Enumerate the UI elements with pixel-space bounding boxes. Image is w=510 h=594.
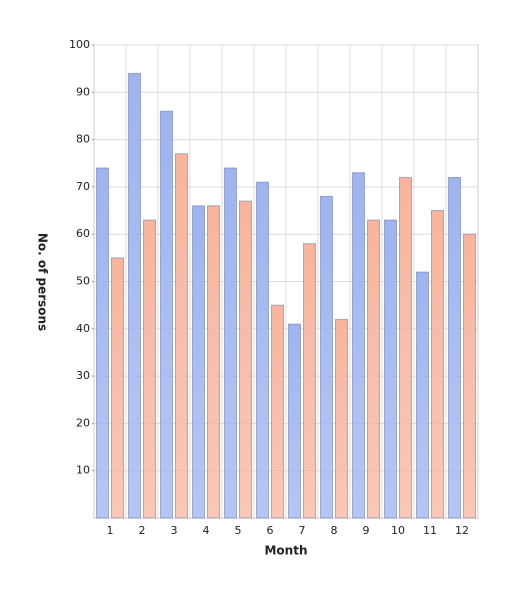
y-tick-label: 90 (76, 85, 90, 98)
y-tick-label: 40 (76, 322, 90, 335)
bar (128, 72, 141, 519)
bar (431, 210, 444, 519)
y-tick-label: 20 (76, 416, 90, 429)
x-tick-label: 7 (299, 524, 306, 537)
bar (207, 205, 220, 519)
x-tick-label: 3 (171, 524, 178, 537)
x-tick-label: 11 (423, 524, 437, 537)
x-tick-label: 12 (455, 524, 469, 537)
bar (463, 233, 476, 519)
y-tick-label: 80 (76, 133, 90, 146)
x-axis-title: Month (264, 544, 307, 558)
bar (160, 110, 173, 519)
x-tick-label: 1 (107, 524, 114, 537)
bar (320, 195, 333, 519)
y-tick-label: 50 (76, 275, 90, 288)
y-axis-title: No. of persons (36, 233, 50, 331)
y-tick-label: 30 (76, 369, 90, 382)
bar (175, 153, 188, 519)
bar (352, 172, 365, 519)
bar (239, 200, 252, 519)
bar (143, 219, 156, 519)
x-tick-label: 9 (363, 524, 370, 537)
bar (416, 271, 429, 519)
bar (384, 219, 397, 519)
x-tick-label: 8 (331, 524, 338, 537)
y-tick-label: 70 (76, 180, 90, 193)
bar (192, 205, 205, 519)
bar (367, 219, 380, 519)
x-tick-label: 10 (391, 524, 405, 537)
bar (111, 257, 124, 519)
x-tick-label: 4 (203, 524, 210, 537)
bar (399, 176, 412, 519)
bar (271, 304, 284, 519)
y-tick-label: 10 (76, 464, 90, 477)
y-tick-label: 60 (76, 227, 90, 240)
bar (288, 323, 301, 519)
bar (96, 167, 109, 519)
bar (335, 318, 348, 519)
y-tick-label: 100 (69, 38, 90, 51)
x-tick-label: 6 (267, 524, 274, 537)
bar (303, 243, 316, 519)
bar (448, 176, 461, 519)
x-tick-label: 2 (139, 524, 146, 537)
bar (256, 181, 269, 519)
bar (224, 167, 237, 519)
x-tick-label: 5 (235, 524, 242, 537)
